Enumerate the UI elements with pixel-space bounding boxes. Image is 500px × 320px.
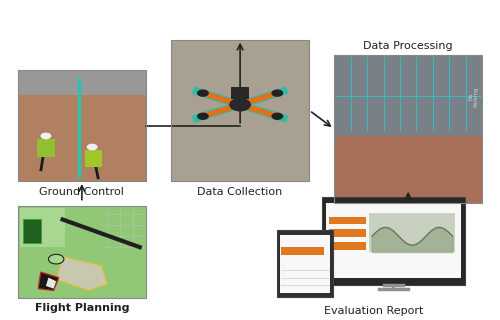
Bar: [37, 139, 55, 157]
Text: Evaluation Report: Evaluation Report: [324, 307, 424, 316]
Bar: [85, 150, 102, 167]
Bar: [334, 55, 482, 136]
Bar: [329, 242, 366, 250]
Bar: [369, 213, 456, 252]
Text: Flight Planning: Flight Planning: [34, 303, 129, 313]
Polygon shape: [38, 272, 58, 291]
Circle shape: [48, 254, 64, 264]
Circle shape: [197, 113, 209, 120]
Bar: [280, 235, 330, 293]
Bar: [322, 197, 464, 285]
Bar: [326, 203, 460, 278]
Bar: [18, 70, 146, 95]
Bar: [18, 206, 146, 298]
Polygon shape: [46, 277, 56, 289]
Polygon shape: [56, 256, 108, 291]
Bar: [231, 87, 249, 99]
Bar: [329, 229, 366, 237]
Bar: [18, 70, 146, 181]
Bar: [20, 208, 65, 247]
Bar: [334, 55, 482, 203]
Ellipse shape: [40, 132, 52, 139]
Ellipse shape: [86, 144, 98, 150]
Bar: [171, 40, 310, 181]
Text: No
Parking: No Parking: [468, 86, 479, 107]
Bar: [18, 95, 146, 181]
Bar: [329, 217, 366, 224]
Bar: [22, 220, 40, 243]
Bar: [18, 206, 146, 298]
Circle shape: [272, 90, 283, 97]
Circle shape: [197, 90, 209, 97]
Circle shape: [229, 98, 251, 111]
Bar: [334, 136, 482, 203]
Bar: [171, 40, 310, 181]
Text: Data Processing: Data Processing: [364, 41, 453, 51]
Bar: [280, 247, 324, 255]
Text: Ground Control: Ground Control: [40, 187, 124, 196]
Text: Data Collection: Data Collection: [198, 187, 282, 196]
Bar: [277, 230, 332, 297]
Circle shape: [272, 113, 283, 120]
